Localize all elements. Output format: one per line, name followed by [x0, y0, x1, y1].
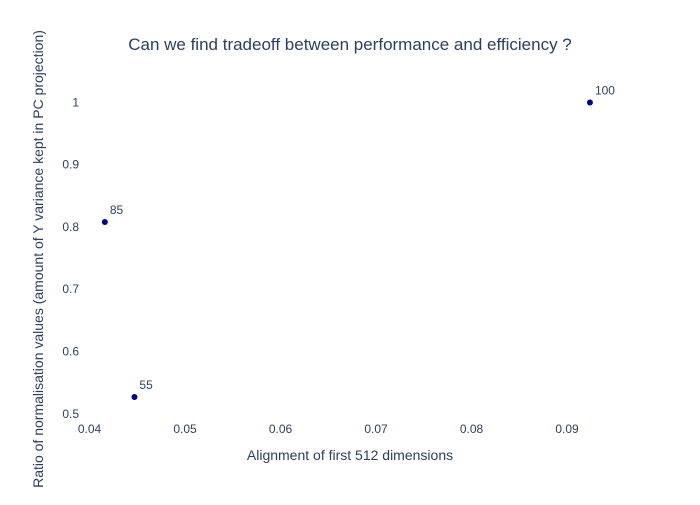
data-points: [101, 99, 593, 400]
y-axis-title: Ratio of normalisation values (amount of…: [30, 30, 46, 488]
scatter-point[interactable]: [131, 393, 138, 400]
x-tick-label: 0.09: [555, 422, 579, 436]
y-tick-label: 0.9: [62, 158, 79, 172]
x-axis-title: Alignment of first 512 dimensions: [247, 447, 453, 463]
y-tick-label: 0.5: [62, 407, 79, 421]
point-label: 55: [139, 378, 153, 392]
x-tick-label: 0.05: [173, 422, 197, 436]
scatter-point[interactable]: [586, 99, 593, 106]
x-tick-label: 0.08: [460, 422, 484, 436]
y-axis-ticks: 0.5 0.6 0.7 0.8 0.9 1: [62, 95, 79, 420]
y-tick-label: 0.8: [62, 220, 79, 234]
y-tick-label: 0.7: [62, 282, 79, 296]
y-tick-label: 1: [72, 95, 79, 109]
x-axis-ticks: 0.04 0.05 0.06 0.07 0.08 0.09: [78, 422, 579, 436]
x-tick-label: 0.07: [364, 422, 388, 436]
point-label: 100: [595, 83, 615, 97]
point-label: 85: [110, 203, 124, 217]
x-tick-label: 0.06: [269, 422, 293, 436]
scatter-point[interactable]: [101, 219, 108, 225]
chart-title: Can we find tradeoff between performance…: [128, 35, 572, 54]
data-point-labels: 85 55 100: [110, 83, 615, 392]
x-tick-label: 0.04: [78, 422, 102, 436]
y-tick-label: 0.6: [62, 345, 79, 359]
